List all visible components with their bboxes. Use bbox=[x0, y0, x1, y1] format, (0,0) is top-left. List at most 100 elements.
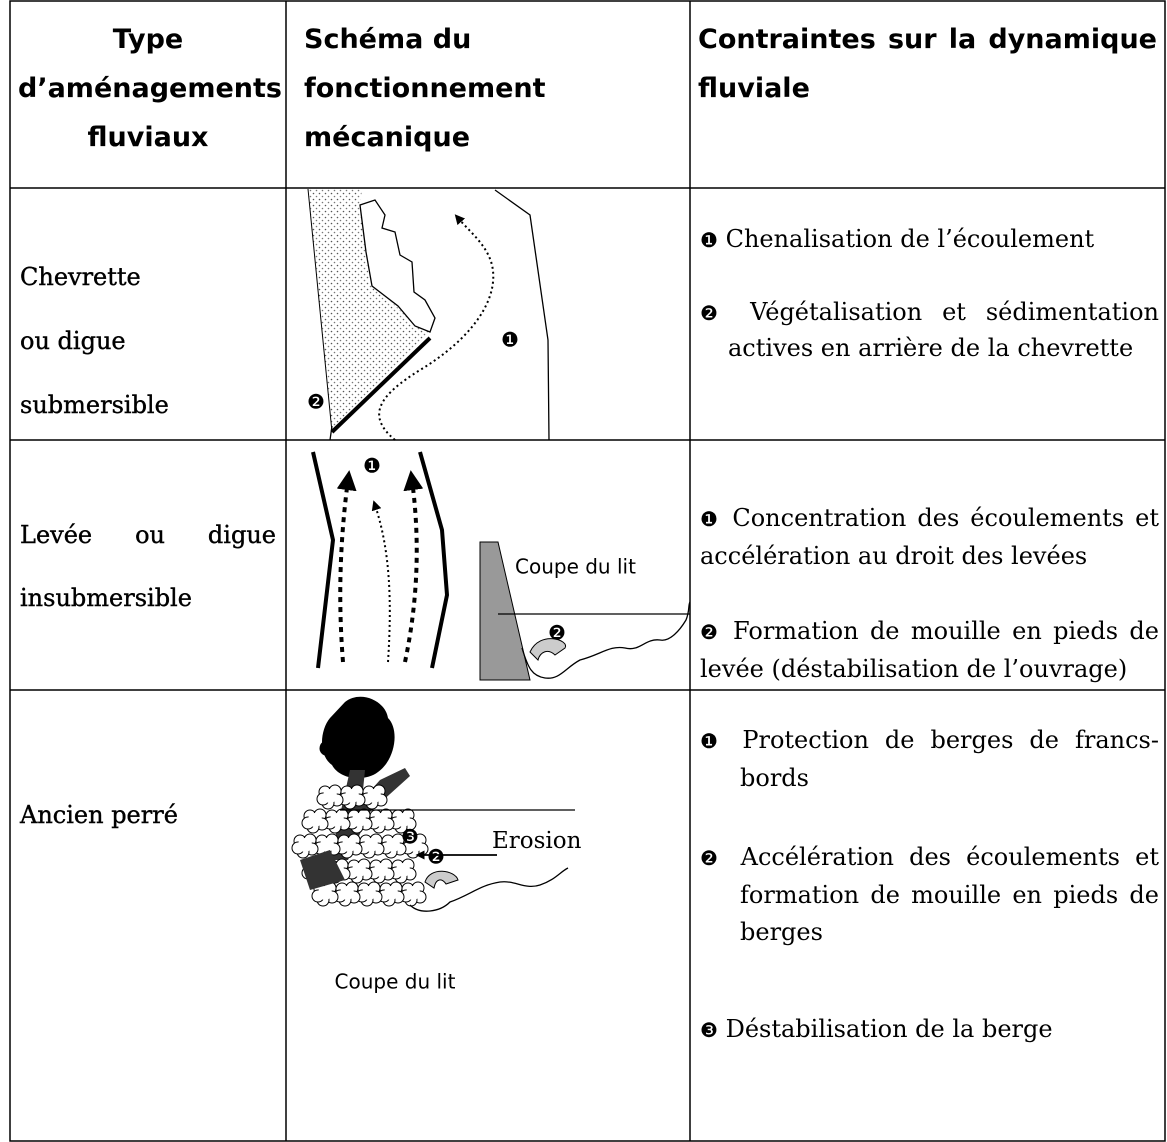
boulder-part bbox=[352, 863, 366, 877]
boulder bbox=[291, 833, 319, 859]
constraint: ❶ Chenalisation de l’écoulement bbox=[700, 222, 1159, 258]
constraint: ❷ Végétalisation et sédimentation active… bbox=[700, 295, 1159, 366]
diagram-levee-shape bbox=[371, 500, 391, 663]
header-cell: Type d’aménagements fluviaux bbox=[18, 24, 282, 153]
type-line: Chevrette bbox=[20, 263, 141, 291]
constraints-cell: ❶ Chenalisation de l’écoulement ❷ Végéta… bbox=[690, 222, 1165, 366]
diagram-chevrette-shape bbox=[494, 189, 550, 441]
constraint: ❸ Déstabilisation de la berge bbox=[700, 1011, 1159, 1049]
boulder-part bbox=[374, 863, 388, 877]
diagram-levee: ❶ Coupe du lit ❷ bbox=[311, 451, 691, 681]
constraint: ❷ Formation de mouille en pieds de levée… bbox=[700, 613, 1159, 688]
boulder bbox=[389, 808, 417, 834]
header-cell: Contraintes sur la dynamique fluviale bbox=[698, 24, 1157, 104]
boulder bbox=[389, 858, 417, 884]
diagram-label: Erosion bbox=[492, 828, 582, 854]
constraints-cell: ❶ Protection de berges de francs-bords ❷… bbox=[690, 722, 1165, 1049]
marker: ❷ bbox=[700, 846, 726, 870]
diagram-levee-shape bbox=[521, 601, 691, 679]
boulder bbox=[316, 784, 344, 810]
boulder-part bbox=[362, 886, 376, 900]
boulder-part bbox=[340, 886, 354, 900]
constraint-text: Accélération des écoulements et formatio… bbox=[740, 843, 1159, 946]
boulder-part bbox=[408, 838, 422, 852]
type-cell: Ancien perré bbox=[10, 797, 286, 833]
boulder-part bbox=[364, 838, 378, 852]
boulder bbox=[399, 881, 427, 907]
diagram-chevrette: ❶ ❷ bbox=[307, 188, 550, 441]
boulder bbox=[355, 881, 383, 907]
diagram-label: ❸ bbox=[401, 825, 419, 849]
constraint: ❶ Concentration des écoulements et accél… bbox=[700, 500, 1159, 575]
boulder bbox=[401, 833, 429, 859]
table-border-shape bbox=[9, 0, 1166, 1142]
constraint-text: Végétalisation et sédimentation actives … bbox=[728, 298, 1159, 362]
boulder-part bbox=[323, 789, 337, 803]
marker: ❶ bbox=[700, 228, 718, 252]
boulder-part bbox=[352, 813, 366, 827]
marker: ❷ bbox=[700, 301, 731, 325]
table-border bbox=[9, 0, 1166, 1142]
boulder bbox=[367, 858, 395, 884]
marker: ❶ bbox=[700, 729, 727, 753]
marker: ❶ bbox=[700, 507, 722, 531]
diagram-perre-shape bbox=[300, 850, 345, 890]
constraint-text: Chenalisation de l’écoulement bbox=[725, 225, 1095, 253]
boulder bbox=[333, 881, 361, 907]
boulder bbox=[367, 808, 395, 834]
boulder-part bbox=[386, 838, 400, 852]
constraint-text: Protection de berges de francs-bords bbox=[740, 726, 1159, 792]
diagram-levee-shape bbox=[403, 470, 424, 663]
constraints-cell: ❶ Concentration des écoulements et accél… bbox=[690, 500, 1165, 688]
boulder-part bbox=[367, 789, 381, 803]
type-line: submersible bbox=[20, 391, 169, 419]
constraint: ❷ Accélération des écoulements et format… bbox=[700, 839, 1159, 951]
constraint-text: Concentration des écoulements et accélér… bbox=[700, 504, 1159, 570]
header-cell: Schéma du fonctionnement mécanique bbox=[304, 24, 546, 153]
type-line: Levée ou digue insubmersible bbox=[20, 521, 276, 612]
diagram-perre: ❶ ❸ Erosion ❷ Coupe du lit bbox=[291, 696, 582, 994]
boulder-part bbox=[396, 813, 410, 827]
constraint: ❶ Protection de berges de francs-bords bbox=[700, 722, 1159, 797]
boulder bbox=[335, 833, 363, 859]
diagram-label: ❷ bbox=[427, 845, 445, 869]
boulder-part bbox=[406, 886, 420, 900]
diagram-label: ❷ bbox=[548, 621, 566, 645]
boulder bbox=[357, 833, 385, 859]
marker: ❸ bbox=[700, 1018, 718, 1042]
diagram-label: ❶ bbox=[363, 454, 381, 478]
boulder bbox=[323, 808, 351, 834]
diagram-levee-shape bbox=[336, 470, 357, 663]
diagram-chevrette-shape bbox=[308, 189, 430, 432]
constraint-text: Déstabilisation de la berge bbox=[725, 1015, 1053, 1043]
diagram-label: ❷ bbox=[307, 390, 325, 414]
boulder-part bbox=[320, 838, 334, 852]
diagram-levee-shape bbox=[311, 451, 336, 669]
type-line: Ancien perré bbox=[20, 801, 178, 829]
diagram-chevrette-shape bbox=[307, 188, 333, 433]
boulder-part bbox=[345, 789, 359, 803]
diagram-label: Coupe du lit bbox=[515, 555, 636, 579]
diagram-label: Coupe du lit bbox=[335, 970, 456, 994]
boulder-part bbox=[374, 813, 388, 827]
diagram-chevrette-shape bbox=[359, 199, 436, 333]
type-line: ou digue bbox=[20, 327, 126, 355]
boulder bbox=[338, 784, 366, 810]
diagram-levee-shape bbox=[418, 451, 450, 669]
boulder-part bbox=[342, 838, 356, 852]
type-cell: Chevrette ou digue submersible bbox=[10, 245, 286, 437]
diagram-perre-shape bbox=[409, 867, 569, 912]
boulder bbox=[301, 808, 329, 834]
boulder-part bbox=[308, 813, 322, 827]
boulder-part bbox=[298, 838, 312, 852]
boulder bbox=[377, 881, 405, 907]
diagram-perre-shape bbox=[322, 696, 395, 779]
boulder-part bbox=[330, 813, 344, 827]
diagram-label: ❶ bbox=[318, 737, 336, 761]
diagram-label: ❶ bbox=[501, 328, 519, 352]
boulder bbox=[345, 858, 373, 884]
marker: ❷ bbox=[700, 620, 722, 644]
boulder-part bbox=[384, 886, 398, 900]
